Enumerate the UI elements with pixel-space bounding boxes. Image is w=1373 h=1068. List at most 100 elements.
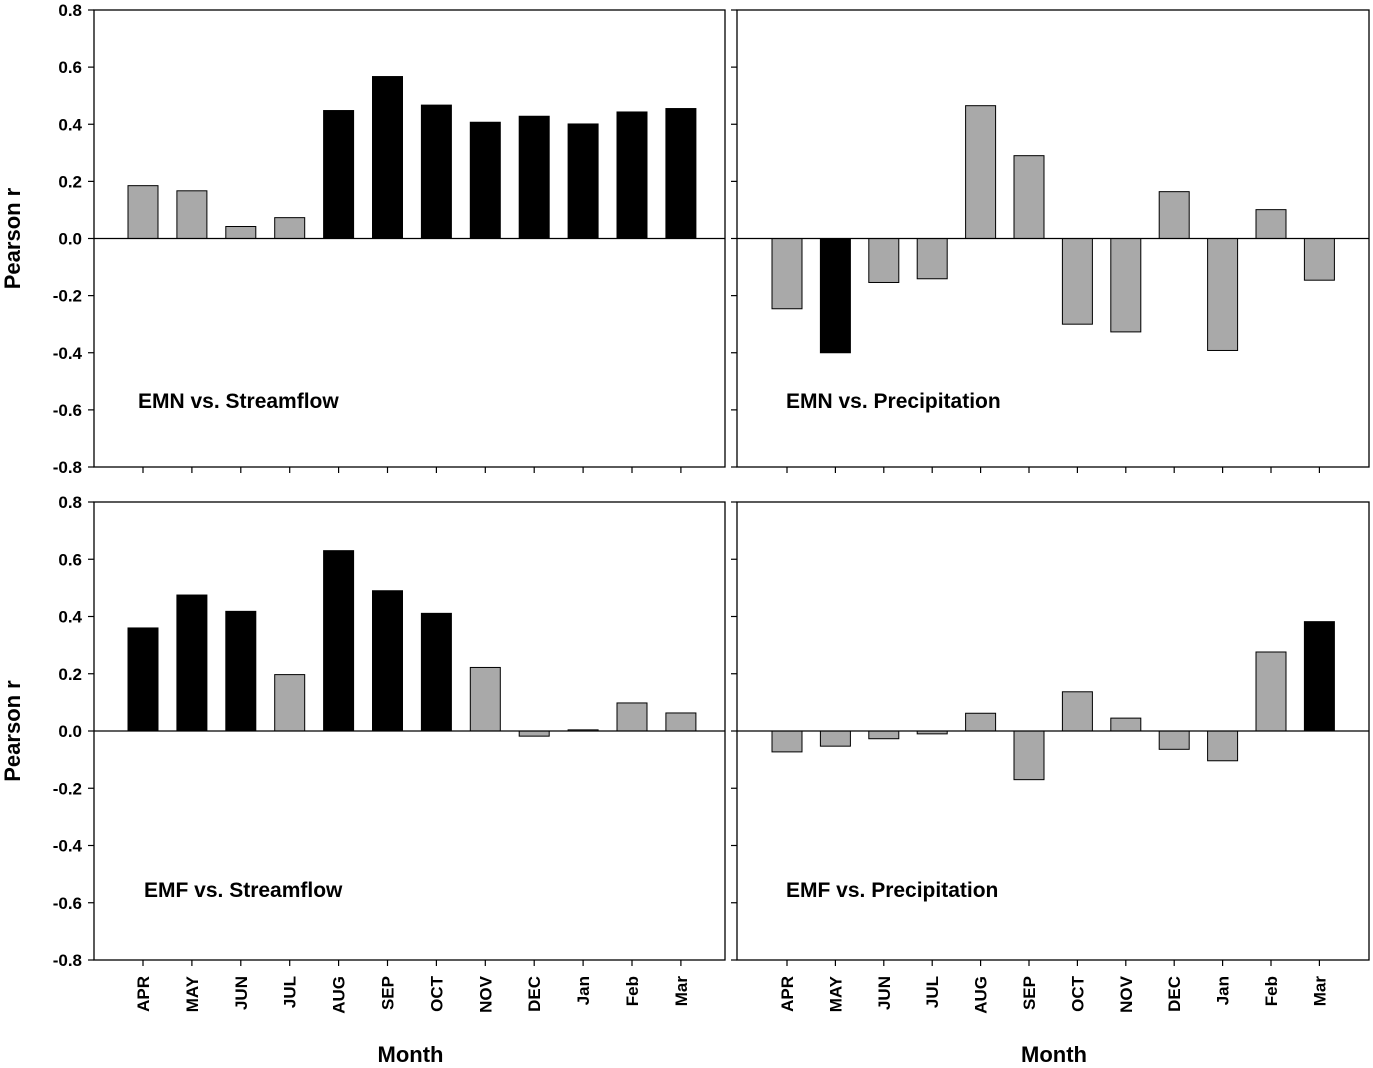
bar-dec (518, 115, 550, 239)
x-tick-label: APR (778, 976, 797, 1012)
bar-oct (1061, 238, 1093, 325)
bar-jan (1207, 730, 1239, 762)
bar-oct (420, 104, 452, 239)
x-tick-label: MAY (183, 975, 202, 1012)
y-tick-label: -0.8 (53, 951, 82, 970)
y-axis-title: Pearson r (0, 680, 25, 782)
bar-mar (1303, 238, 1335, 281)
bar-oct (1061, 691, 1093, 732)
x-tick-label: Mar (672, 976, 691, 1007)
x-tick-label: DEC (525, 976, 544, 1012)
x-tick-label: Feb (623, 976, 642, 1006)
y-tick-label: 0.0 (58, 230, 82, 249)
y-tick-label: 0.2 (58, 172, 82, 191)
y-tick-label: -0.6 (53, 401, 82, 420)
bar-apr (771, 238, 803, 310)
y-tick-label: -0.2 (53, 287, 82, 306)
x-tick-label: DEC (1165, 976, 1184, 1012)
x-tick-label: Jan (574, 976, 593, 1005)
bar-mar (665, 108, 697, 240)
y-tick-label: 0.6 (58, 58, 82, 77)
y-tick-label: 0.0 (58, 722, 82, 741)
bar-oct (420, 612, 452, 732)
bar-feb (616, 111, 648, 239)
y-tick-label: 0.8 (58, 493, 82, 512)
bar-apr (771, 730, 803, 753)
bar-jun (868, 238, 900, 283)
bar-nov (1110, 238, 1142, 333)
y-tick-label: -0.4 (53, 837, 83, 856)
bar-dec (1158, 191, 1190, 239)
bar-sep (1013, 155, 1045, 239)
x-tick-label: APR (134, 976, 153, 1012)
x-tick-label: Feb (1262, 976, 1281, 1006)
bar-jun (868, 730, 900, 740)
bar-dec (518, 730, 550, 737)
bar-jan (1207, 238, 1239, 351)
x-tick-label: AUG (330, 976, 349, 1014)
bar-aug (965, 712, 997, 732)
x-tick-label: NOV (476, 975, 495, 1013)
bar-dec (1158, 730, 1190, 750)
bar-nov (469, 666, 501, 732)
bar-mar (665, 712, 697, 732)
bar-may (819, 238, 851, 354)
x-tick-label: SEP (379, 976, 398, 1010)
chart-panel-2: EMN vs. Precipitation (731, 9, 1370, 473)
panel-title: EMF vs. Streamflow (144, 879, 343, 902)
bar-jun (225, 226, 257, 240)
bar-apr (127, 627, 159, 732)
x-tick-label: SEP (1020, 976, 1039, 1010)
x-tick-label: OCT (1068, 975, 1087, 1012)
bar-apr (127, 185, 159, 240)
bar-may (176, 190, 208, 240)
bar-nov (1110, 717, 1142, 732)
y-axis-title: Pearson r (0, 187, 25, 289)
bar-nov (469, 121, 501, 239)
bar-sep (372, 76, 403, 239)
bar-may (819, 730, 851, 747)
bar-aug (965, 105, 997, 239)
bar-jul (274, 217, 306, 239)
bar-jun (225, 610, 257, 732)
chart-panel-3: 0.8 0.6 0.4 0.2 0.0 -0.2 -0.4 -0.6 -0.8 EMF vs. S… (0, 493, 726, 1067)
x-tick-label: MAY (826, 975, 845, 1012)
panel-title: EMN vs. Precipitation (786, 390, 1001, 413)
bar-sep (1013, 730, 1045, 781)
bar-jul (916, 238, 948, 280)
panel-title: EMF vs. Precipitation (786, 879, 998, 902)
x-tick-label: JUN (875, 976, 894, 1010)
bar-jul (274, 674, 306, 732)
x-tick-label: JUL (923, 976, 942, 1008)
x-tick-label: AUG (972, 976, 991, 1014)
chart-panel-4: EMF vs. Precipitation APR MAY JUN JUL AUG SEP O… (731, 501, 1370, 1067)
y-tick-label: -0.6 (53, 894, 82, 913)
bar-feb (616, 702, 648, 732)
bar-sep (372, 590, 403, 732)
y-tick-label: 0.2 (58, 665, 82, 684)
bar-aug (323, 550, 355, 732)
bar-may (176, 594, 208, 732)
y-tick-label: -0.2 (53, 779, 82, 798)
bar-aug (323, 110, 355, 239)
bar-jan (567, 123, 599, 239)
x-tick-label: NOV (1117, 975, 1136, 1013)
chart-panel-1: 0.8 0.6 0.4 0.2 0.0 -0.2 -0.4 -0.6 -0.8 EMN vs. S… (0, 1, 726, 477)
x-tick-label: OCT (427, 975, 446, 1012)
y-tick-label: 0.6 (58, 550, 82, 569)
y-tick-label: 0.8 (58, 1, 82, 20)
x-axis-title: Month (378, 1042, 444, 1067)
y-tick-label: -0.8 (53, 458, 82, 477)
x-tick-label: Mar (1310, 976, 1329, 1007)
x-tick-label: JUL (281, 976, 300, 1008)
x-axis-title: Month (1021, 1042, 1087, 1067)
y-tick-label: -0.4 (53, 344, 83, 363)
x-tick-label: Jan (1214, 976, 1233, 1005)
y-tick-label: 0.4 (58, 115, 82, 134)
panel-title: EMN vs. Streamflow (138, 390, 339, 413)
bar-feb (1255, 209, 1287, 239)
y-tick-label: 0.4 (58, 608, 82, 627)
bar-feb (1255, 651, 1287, 732)
x-tick-label: JUN (232, 976, 251, 1010)
